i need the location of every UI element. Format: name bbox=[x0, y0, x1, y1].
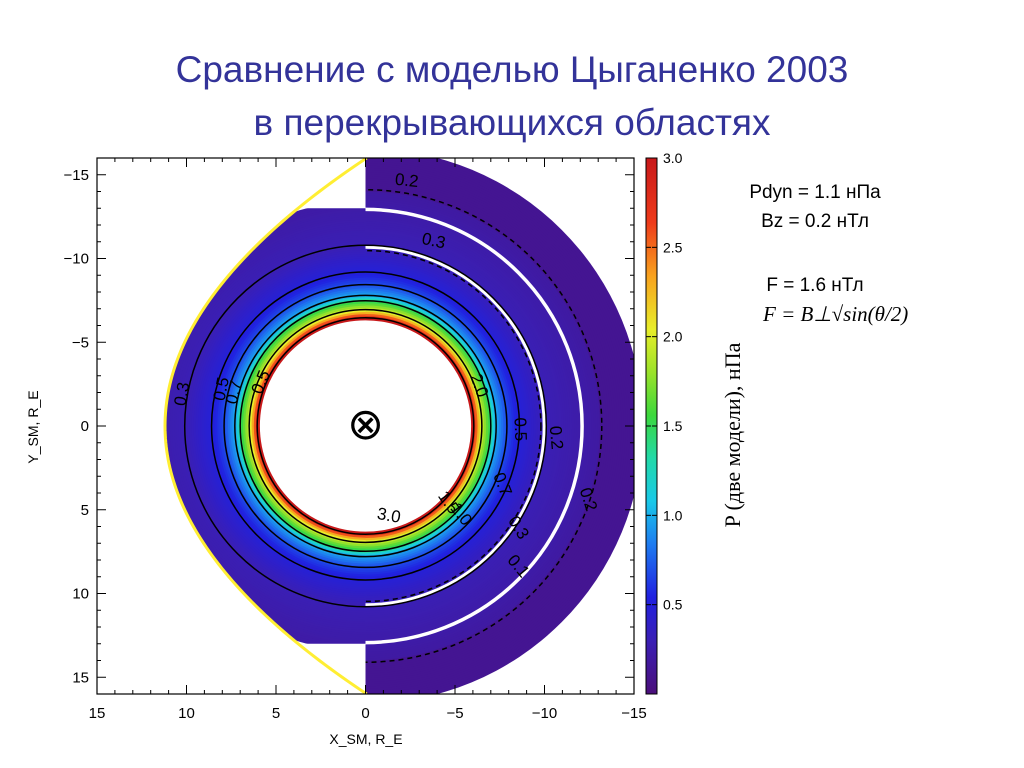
contour-label-1: 0.2 bbox=[394, 170, 419, 191]
colorbar-tick-label: 2.0 bbox=[663, 329, 683, 345]
contour-label-8: 0.5 bbox=[511, 417, 531, 441]
x-tick-label: 0 bbox=[361, 705, 369, 722]
colorbar-tick-label: 0.5 bbox=[663, 597, 683, 613]
x-axis-label: X_SM, R_E bbox=[329, 731, 402, 747]
f-param: F = 1.6 нТл bbox=[766, 275, 864, 296]
contour-0-1 bbox=[365, 249, 542, 603]
white-arc-2 bbox=[365, 207, 584, 645]
x-tick-label: −15 bbox=[621, 705, 646, 722]
contour-label-2: 0.3 bbox=[420, 229, 447, 252]
colorbar-tick-label: 2.5 bbox=[663, 239, 683, 255]
x-tick-label: −5 bbox=[446, 705, 463, 722]
contour-1-0 bbox=[234, 294, 497, 558]
inner-region-blank bbox=[259, 320, 472, 532]
contour-label-3: 0.3 bbox=[171, 381, 194, 408]
white-arc-1 bbox=[365, 245, 547, 607]
y-axis-label: Y_SM, R_E bbox=[25, 390, 41, 463]
contour-0-5 bbox=[210, 271, 521, 581]
slide-title-line-1: Сравнение с моделью Цыганенко 2003 bbox=[175, 49, 849, 90]
colorbar-tick-label: 1.5 bbox=[663, 418, 683, 434]
contour-0-2 bbox=[365, 189, 603, 663]
contour-label-9: 0.2 bbox=[546, 425, 567, 450]
earth-marker: ⊗ bbox=[347, 399, 384, 450]
f-formula: F = B⊥√sin(θ/2) bbox=[763, 302, 909, 326]
colorbar-tick-label: 1.0 bbox=[663, 507, 683, 523]
y-tick-label: −5 bbox=[72, 334, 89, 351]
bz-param: Bz = 0.2 нТл bbox=[761, 211, 869, 232]
colorbar-label: P (две модели), нПа bbox=[720, 342, 745, 527]
contour-label-4: 0.5 bbox=[210, 375, 233, 402]
y-tick-label: 5 bbox=[81, 502, 89, 519]
contour-3-0 bbox=[256, 316, 475, 536]
magnetopause-curve bbox=[163, 158, 368, 694]
contour-2-0 bbox=[248, 308, 483, 544]
colorbar-tick-label: 3.0 bbox=[663, 150, 683, 166]
x-tick-label: 15 bbox=[89, 705, 106, 722]
y-tick-label: 10 bbox=[72, 586, 89, 603]
x-tick-label: 5 bbox=[272, 705, 280, 722]
y-tick-label: −10 bbox=[64, 251, 89, 268]
contour-label-13: 3.0 bbox=[376, 504, 403, 527]
contour-0-7 bbox=[223, 283, 508, 569]
pdyn-param: Pdyn = 1.1 нПа bbox=[749, 182, 881, 203]
contour-0-3 bbox=[183, 244, 548, 608]
y-tick-label: −15 bbox=[64, 167, 89, 184]
slide-title-line-2: в перекрывающихся областях bbox=[253, 102, 771, 143]
contour-1-5 bbox=[239, 299, 492, 553]
y-tick-label: 0 bbox=[81, 418, 89, 435]
y-tick-label: 15 bbox=[72, 669, 89, 686]
x-tick-label: 10 bbox=[178, 705, 195, 722]
x-tick-label: −10 bbox=[532, 705, 557, 722]
